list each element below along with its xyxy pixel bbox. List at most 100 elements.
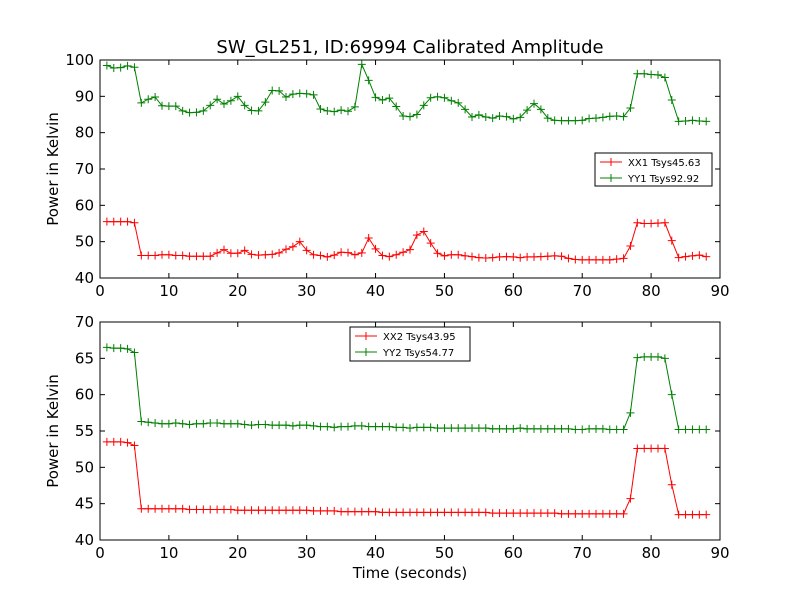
y-tick-label: 70 <box>75 160 94 178</box>
data-point <box>164 102 173 111</box>
data-point <box>192 252 201 261</box>
data-point <box>226 505 235 514</box>
data-point <box>578 116 587 125</box>
data-point <box>109 344 118 353</box>
data-point <box>530 252 538 261</box>
data-point <box>371 507 380 516</box>
data-point <box>412 508 421 517</box>
data-point <box>516 509 525 518</box>
y-tick-label: 55 <box>75 422 94 440</box>
data-point <box>640 219 649 228</box>
data-point <box>164 250 173 259</box>
y-tick-label: 70 <box>75 313 94 331</box>
data-point <box>667 95 676 104</box>
data-point <box>295 237 304 246</box>
data-point <box>536 424 545 433</box>
data-point <box>598 255 607 264</box>
data-point <box>488 253 497 262</box>
data-point <box>261 420 270 429</box>
data-point <box>399 248 408 257</box>
x-tick-label: 90 <box>710 282 729 300</box>
data-point <box>598 113 607 122</box>
data-point <box>474 110 483 119</box>
data-point <box>605 255 614 264</box>
data-point <box>102 343 111 352</box>
data-point <box>295 89 304 98</box>
data-point <box>302 89 311 98</box>
data-point <box>337 507 346 516</box>
data-point <box>585 509 594 518</box>
data-point <box>647 352 656 361</box>
data-point <box>461 105 470 114</box>
data-point <box>633 353 642 362</box>
data-point <box>357 507 366 516</box>
data-point <box>578 255 587 264</box>
data-point <box>495 424 504 433</box>
data-point <box>612 509 621 518</box>
data-point <box>137 504 146 513</box>
legend: XX1 Tsys45.63 YY1 Tsys92.92 <box>594 152 713 187</box>
data-point <box>309 506 318 515</box>
data-point <box>192 108 201 117</box>
data-point <box>226 249 235 258</box>
data-point <box>130 441 139 450</box>
data-point <box>323 506 332 515</box>
data-point <box>406 508 414 517</box>
data-point <box>240 420 249 429</box>
data-point <box>275 421 284 430</box>
data-point <box>516 113 525 122</box>
x-tick-label: 30 <box>297 544 316 562</box>
data-point <box>309 90 318 99</box>
data-point <box>220 419 228 428</box>
data-point <box>288 90 297 99</box>
y-tick-label: 50 <box>75 458 94 476</box>
data-point <box>412 423 421 432</box>
data-point <box>226 419 235 428</box>
data-point <box>337 422 346 431</box>
data-point <box>364 234 373 243</box>
data-point <box>660 73 669 82</box>
data-point <box>468 113 476 122</box>
data-point <box>130 63 139 72</box>
data-point <box>702 510 711 519</box>
data-point <box>364 76 373 85</box>
data-point <box>523 252 532 261</box>
data-point <box>151 251 160 260</box>
data-point <box>185 505 194 514</box>
x-tick-label: 0 <box>95 544 105 562</box>
data-point <box>240 506 249 515</box>
data-point <box>192 419 201 428</box>
y-tick-label: 60 <box>75 196 94 214</box>
data-point <box>316 422 325 431</box>
data-point <box>426 239 435 248</box>
data-point <box>578 425 587 434</box>
data-point <box>330 506 339 515</box>
y-tick-label: 65 <box>75 349 94 367</box>
data-point <box>109 437 118 446</box>
data-point <box>605 509 614 518</box>
data-point <box>350 250 359 259</box>
data-point <box>502 112 511 121</box>
x-tick-label: 60 <box>504 544 523 562</box>
data-point <box>399 111 408 120</box>
data-point <box>626 242 635 251</box>
x-tick-label: 90 <box>710 544 729 562</box>
data-point <box>344 507 352 516</box>
data-point <box>592 509 600 518</box>
data-point <box>550 116 559 125</box>
data-point <box>357 248 366 257</box>
y-tick-label: 80 <box>75 124 94 142</box>
data-point <box>116 344 125 353</box>
data-point <box>378 422 387 431</box>
data-point <box>220 505 228 514</box>
data-point <box>206 419 215 428</box>
data-point <box>654 444 662 453</box>
data-point <box>385 252 394 261</box>
data-point <box>592 424 600 433</box>
x-tick-label: 40 <box>366 282 385 300</box>
data-point <box>571 509 580 518</box>
data-point <box>474 508 483 517</box>
data-point <box>144 418 153 427</box>
data-point <box>688 425 697 434</box>
data-point <box>536 252 545 261</box>
